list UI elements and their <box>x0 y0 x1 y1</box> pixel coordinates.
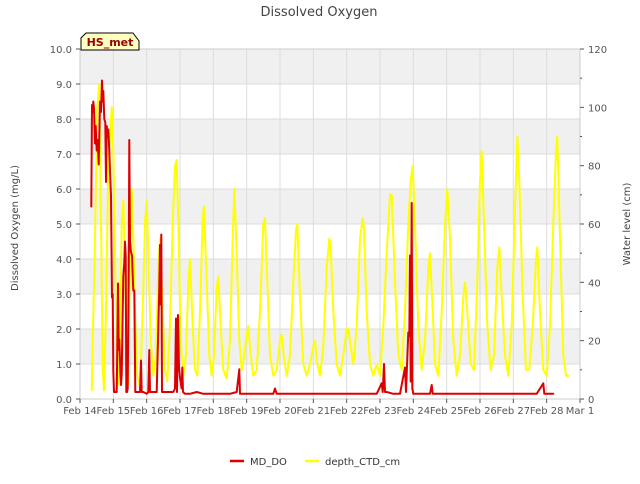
y-tick-label-right: 40 <box>588 278 601 289</box>
y-tick-label-right: 80 <box>588 162 601 173</box>
y-tick-label-right: 0 <box>588 395 594 406</box>
x-tick-label: Feb 18 <box>197 406 231 417</box>
x-tick-label: Feb 25 <box>430 406 464 417</box>
legend-item-md-do: MD_DO <box>230 457 287 468</box>
plot-band <box>80 259 580 294</box>
y-tick-label-left: 9.0 <box>56 80 72 91</box>
chart-title: Dissolved Oxygen <box>261 5 378 20</box>
x-tick-label: Feb 19 <box>230 406 264 417</box>
x-tick-label: Feb 21 <box>297 406 331 417</box>
legend: MD_DO depth_CTD_cm <box>230 457 400 468</box>
plot-band <box>80 119 580 154</box>
x-tick-label: Feb 26 <box>463 406 497 417</box>
x-tick-label: Feb 23 <box>363 406 397 417</box>
x-tick-label: Feb 14 <box>63 406 97 417</box>
legend-label-depth-ctd: depth_CTD_cm <box>325 457 400 468</box>
y-tick-label-right: 60 <box>588 220 601 231</box>
series-line-depth-ctd-cm <box>90 83 570 392</box>
y-tick-label-left: 3.0 <box>56 290 72 301</box>
plot-band <box>80 189 580 224</box>
y-tick-label-left: 2.0 <box>56 325 72 336</box>
legend-item-depth-ctd: depth_CTD_cm <box>305 457 400 468</box>
y-axis-label-left: Dissolved Oxygen (mg/L) <box>10 165 21 291</box>
y-tick-label-left: 10.0 <box>50 45 72 56</box>
x-tick-label: Feb 27 <box>497 406 531 417</box>
y-tick-label-right: 120 <box>588 45 607 56</box>
x-tick-label: Feb 16 <box>130 406 164 417</box>
series-line-md-do <box>90 79 555 395</box>
plot-band <box>80 49 580 84</box>
y-tick-label-left: 8.0 <box>56 115 72 126</box>
y-tick-label-left: 6.0 <box>56 185 72 196</box>
x-tick-label: Feb 17 <box>163 406 197 417</box>
legend-label-md-do: MD_DO <box>250 457 287 468</box>
y-tick-label-left: 0.0 <box>56 395 72 406</box>
y-axis-label-right: Water level (cm) <box>622 183 633 266</box>
x-tick-label: Feb 28 <box>530 406 564 417</box>
y-tick-label-right: 100 <box>588 103 607 114</box>
x-tick-label: Feb 24 <box>397 406 431 417</box>
x-tick-label: Feb 20 <box>263 406 297 417</box>
axis-ticks: 0.0 1.0 2.0 3.0 4.0 5.0 6.0 7.0 8.0 9.0 10.0 0 20 40 6… <box>50 45 607 417</box>
y-tick-label-left: 4.0 <box>56 255 72 266</box>
y-tick-label-right: 20 <box>588 337 601 348</box>
y-tick-label-left: 7.0 <box>56 150 72 161</box>
annotation-box: HS_met <box>80 32 140 51</box>
x-tick-label: Mar 1 <box>566 406 594 417</box>
x-tick-label: Feb 22 <box>330 406 364 417</box>
x-tick-label: Feb 15 <box>97 406 131 417</box>
annotation-label: HS_met <box>87 36 134 49</box>
y-tick-label-left: 1.0 <box>56 360 72 371</box>
plot-series <box>90 79 570 395</box>
y-tick-label-left: 5.0 <box>56 220 72 231</box>
